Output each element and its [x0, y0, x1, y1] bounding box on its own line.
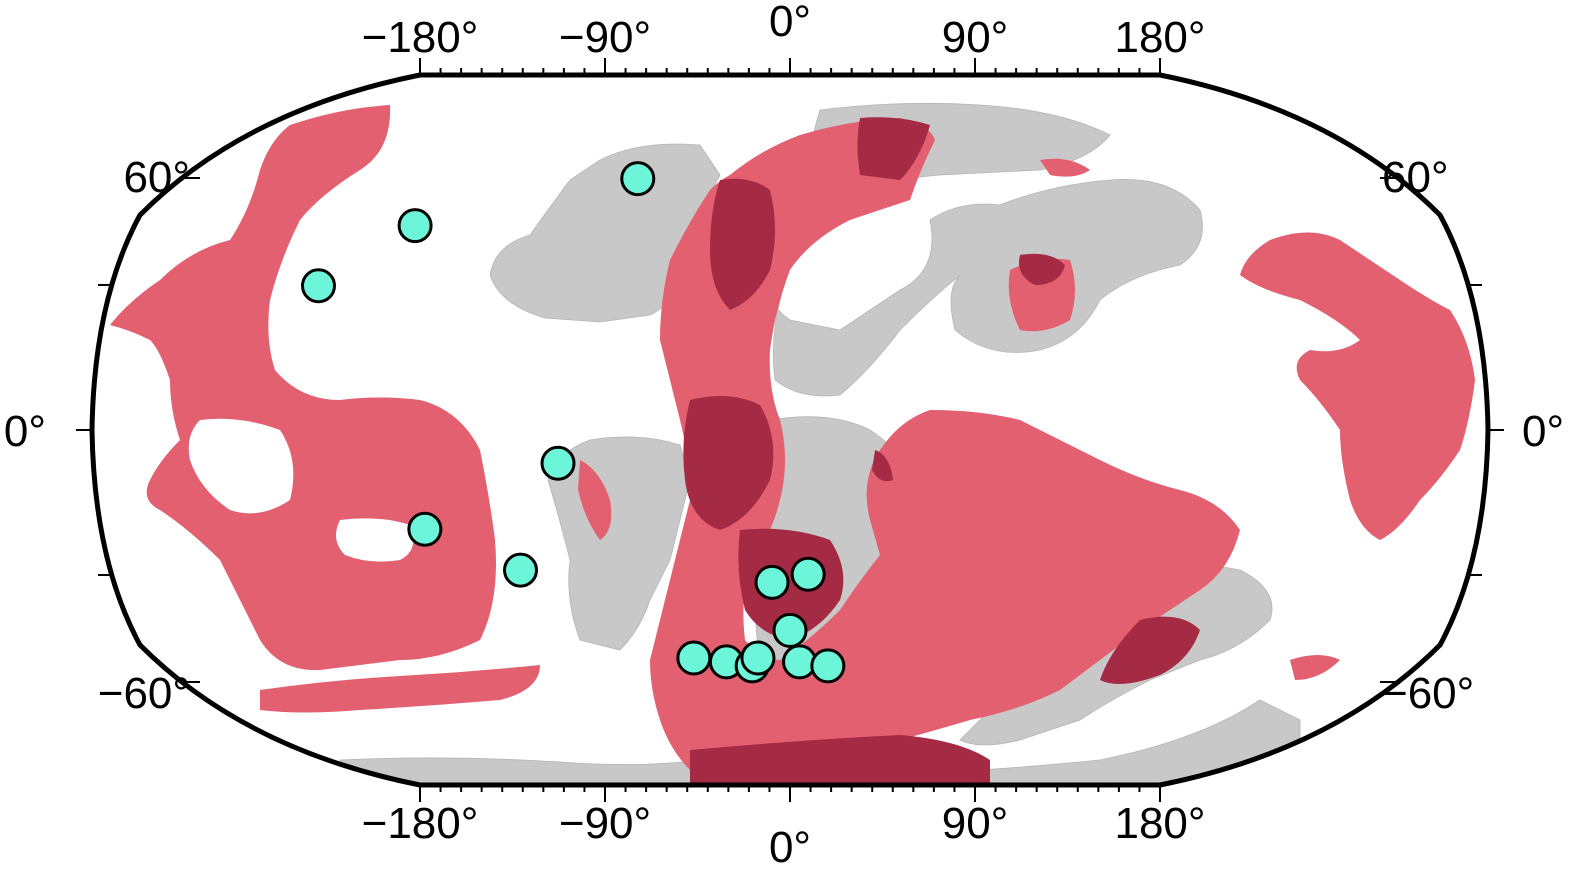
site-marker[interactable] [407, 511, 443, 547]
site-marker[interactable] [790, 556, 826, 592]
top-label-lon-0: 0° [769, 0, 811, 46]
region-central-meridional [650, 118, 1240, 770]
site-marker[interactable] [754, 564, 790, 600]
top-label-lon-neg180: −180° [362, 13, 479, 62]
bottom-label-lon-neg90: −90° [559, 799, 651, 848]
site-marker[interactable] [676, 640, 712, 676]
landmass-north-laurentia [489, 143, 721, 323]
fossil-sites [300, 161, 846, 684]
site-marker[interactable] [300, 268, 336, 304]
region-far-east [1240, 232, 1475, 540]
site-marker[interactable] [503, 552, 539, 588]
left-label-lat-60: 60° [123, 153, 190, 202]
site-marker[interactable] [620, 161, 656, 197]
overlap-east-gondwana [1100, 616, 1200, 684]
left-label-lat-neg60: −60° [98, 669, 190, 718]
left-label-lat-0: 0° [4, 407, 46, 456]
site-marker[interactable] [540, 445, 576, 481]
bottom-label-lon-180: 180° [1114, 799, 1205, 848]
site-marker[interactable] [397, 208, 433, 244]
bottom-label-lon-90: 90° [942, 799, 1009, 848]
top-axis-labels: −180° −90° 0° 90° 180° [362, 0, 1206, 62]
bottom-axis-labels: −180° −90° 0° 90° 180° [362, 799, 1206, 872]
right-label-lat-60: 60° [1382, 153, 1449, 202]
region-north-america-small [1040, 158, 1090, 177]
bottom-label-lon-0: 0° [769, 823, 811, 872]
site-marker[interactable] [810, 648, 846, 684]
right-axis-labels: 60° 0° −60° [1382, 153, 1564, 718]
top-label-lon-180: 180° [1114, 13, 1205, 62]
overlap-meridional-mid [683, 396, 774, 530]
overlap-east-asia [1019, 253, 1065, 285]
region-island-b [1290, 655, 1340, 680]
right-label-lat-neg60: −60° [1382, 669, 1474, 718]
site-marker[interactable] [740, 640, 776, 676]
site-marker[interactable] [782, 644, 818, 680]
overlap-meridional-north [710, 178, 775, 310]
region-island-a [578, 460, 612, 540]
overlap-north [857, 117, 930, 180]
overlap-equatorial-east [872, 450, 893, 482]
site-marker[interactable] [772, 612, 808, 648]
region-pacific-southwest [260, 665, 540, 713]
overlap-south-africa [738, 528, 844, 640]
graticule-ticks [76, 58, 1504, 802]
right-label-lat-0: 0° [1522, 407, 1564, 456]
top-label-lon-neg90: −90° [559, 13, 651, 62]
left-axis-labels: 60° 0° −60° [4, 153, 190, 718]
bottom-label-lon-neg180: −180° [362, 799, 479, 848]
region-pacific-west [110, 105, 496, 671]
top-label-lon-90: 90° [942, 13, 1009, 62]
